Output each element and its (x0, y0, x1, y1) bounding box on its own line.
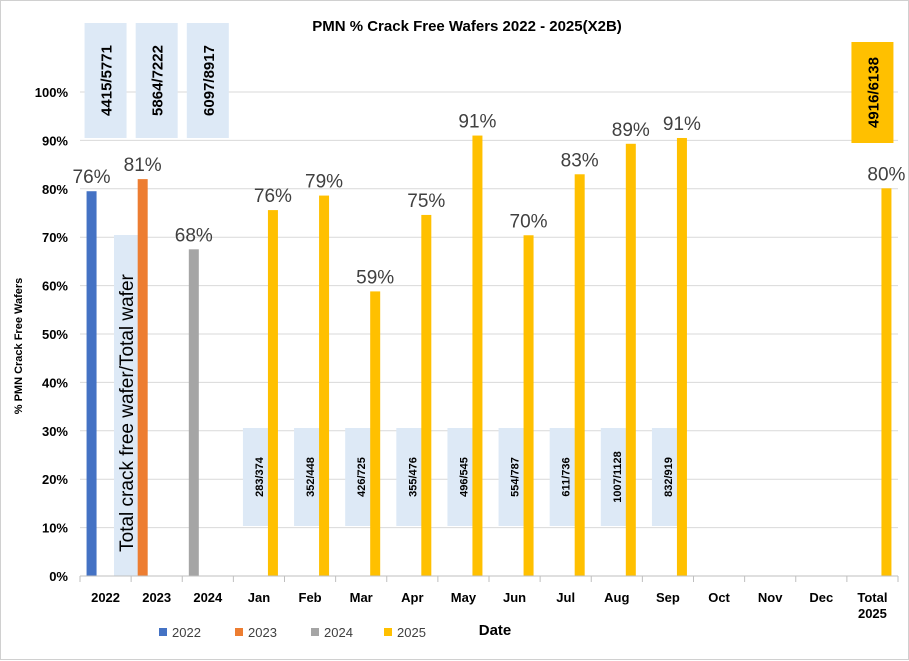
y-tick-label: 0% (49, 569, 68, 584)
chart-title: PMN % Crack Free Wafers 2022 - 2025(X2B) (312, 18, 622, 35)
annotation-box (114, 235, 142, 576)
data-label: 75% (407, 191, 445, 212)
bar-2025-sep (676, 137, 687, 577)
data-label: 89% (612, 120, 650, 141)
bar-2025-may (472, 135, 483, 576)
x-tick-label: Total (857, 590, 887, 605)
y-axis-title: % PMN Crack Free Wafers (13, 278, 25, 415)
ratio-label: 6097/8917 (201, 45, 218, 116)
x-tick-label: Apr (401, 590, 423, 605)
legend-swatch-2024 (311, 628, 319, 636)
ratio-boxes: 4415/5771 5864/7222 6097/8917 283/374 352/44… (84, 23, 894, 576)
legend-label: 2023 (248, 625, 277, 640)
legend: 2022 2023 2024 2025 (159, 625, 426, 640)
x-tick-label: Jun (503, 590, 526, 605)
legend-label: 2024 (324, 625, 353, 640)
y-tick-label: 60% (42, 279, 68, 294)
ratio-label: 4916/6138 (865, 57, 882, 128)
y-tick-label: 50% (42, 327, 68, 342)
bars (86, 135, 892, 577)
bar-2024-2024 (188, 249, 199, 577)
ratio-box (135, 23, 178, 138)
data-label: 91% (663, 114, 701, 135)
data-label: 79% (305, 172, 343, 193)
bar-2025-total-2025 (881, 188, 892, 577)
data-label: 76% (254, 186, 292, 207)
x-tick-label: Jul (556, 590, 575, 605)
bar-2025-mar (370, 291, 381, 576)
data-label: 80% (867, 164, 905, 185)
ratio-label: 352/448 (305, 457, 317, 497)
ratio-box (186, 23, 229, 138)
legend-label: 2025 (397, 625, 426, 640)
y-tick-label: 90% (42, 133, 68, 148)
y-tick-label: 40% (42, 375, 68, 390)
x-tick-label: Aug (604, 590, 629, 605)
data-label: 68% (175, 225, 213, 246)
ratio-label: 4415/5771 (99, 45, 116, 116)
legend-swatch-2022 (159, 628, 167, 636)
ratio-box (84, 23, 127, 138)
bar-2023-2023 (137, 179, 148, 576)
x-axis-title: Date (479, 622, 512, 639)
bar-2025-apr (421, 214, 432, 576)
ratio-label: 554/787 (510, 457, 522, 497)
bar-2022-2022 (86, 191, 97, 576)
data-label: 70% (510, 211, 548, 232)
ratio-label: 283/374 (254, 456, 266, 497)
x-tick-label: 2025 (858, 606, 887, 621)
ratio-label: 496/545 (458, 457, 470, 497)
x-tick-label: Sep (656, 590, 680, 605)
x-tick-label: 2022 (91, 590, 120, 605)
x-tick-label: Mar (350, 590, 373, 605)
bar-2025-jan (267, 210, 278, 576)
y-tick-label: 100% (35, 85, 69, 100)
annotation-text: Total crack free wafer/Total wafer (117, 273, 138, 551)
x-tick-label: 2024 (193, 590, 223, 605)
ratio-label: 611/736 (561, 457, 573, 496)
x-tick-label: Jan (248, 590, 270, 605)
data-label: 59% (356, 267, 394, 288)
y-tick-label: 70% (42, 230, 68, 245)
x-tick-label: Dec (809, 590, 833, 605)
ratio-label: 1007/1128 (612, 451, 624, 502)
bar-2025-jul (574, 174, 585, 576)
legend-swatch-2025 (384, 628, 392, 636)
x-tick-label: Feb (299, 590, 322, 605)
data-label: 91% (458, 112, 496, 133)
ratio-label: 355/476 (407, 457, 419, 497)
y-tick-label: 20% (42, 472, 68, 487)
x-tick-label: Oct (708, 590, 730, 605)
x-tick-label: 2023 (142, 590, 171, 605)
ratio-label: 5864/7222 (150, 45, 167, 116)
gridlines (80, 91, 898, 529)
y-tick-label: 80% (42, 182, 68, 197)
ratio-label: 426/725 (356, 457, 368, 497)
ratio-box (851, 42, 894, 143)
data-label: 83% (561, 150, 599, 171)
data-labels: 76% 81% 68% 76% 79% 59% 75% 91% 70% 83% 89% 91% 80% (73, 112, 906, 289)
y-tick-label: 10% (42, 521, 68, 536)
x-tick-label: Nov (758, 590, 783, 605)
ratio-label: 832/919 (663, 457, 675, 497)
y-tick-label: 30% (42, 424, 68, 439)
x-tick-label: May (451, 590, 477, 605)
bar-2025-feb (319, 195, 330, 577)
axes: 0% 10% 20% 30% 40% 50% 60% 70% 80% 90% 100% 2022 202… (35, 85, 899, 621)
legend-label: 2022 (172, 625, 201, 640)
data-label: 81% (124, 155, 162, 176)
bar-2025-jun (523, 235, 534, 577)
legend-swatch-2023 (235, 628, 243, 636)
data-label: 76% (73, 167, 111, 188)
bar-2025-aug (625, 143, 636, 576)
